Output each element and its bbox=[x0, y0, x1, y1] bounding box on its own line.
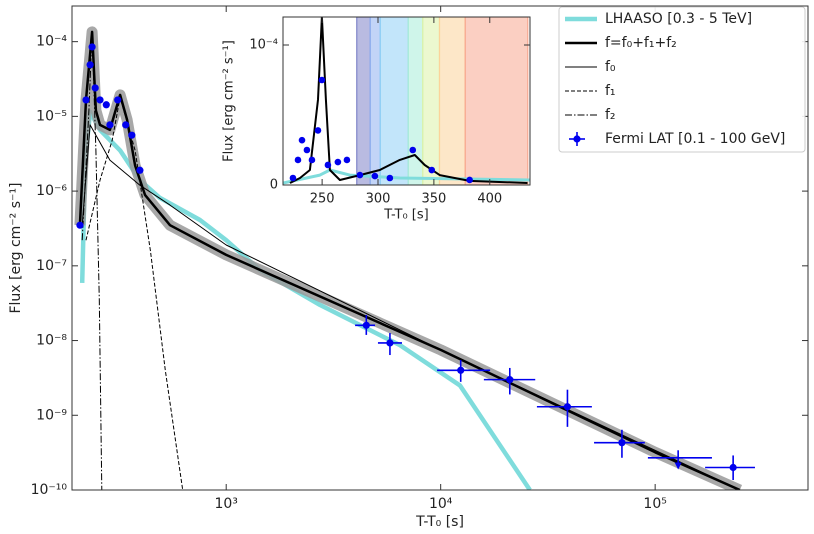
y-axis-label: Flux [erg cm⁻² s⁻¹] bbox=[222, 40, 237, 162]
y-tick-label: 10⁻¹⁰ bbox=[31, 482, 68, 498]
legend-label: Fermi LAT [0.1 - 100 GeV] bbox=[605, 131, 785, 147]
data-point bbox=[334, 158, 342, 166]
data-point bbox=[122, 121, 130, 129]
data-point bbox=[303, 146, 311, 154]
y-tick-label: 0 bbox=[270, 178, 278, 193]
data-point bbox=[289, 174, 297, 182]
data-point bbox=[318, 76, 326, 84]
data-point bbox=[506, 376, 514, 384]
data-point bbox=[563, 403, 572, 411]
data-point bbox=[128, 131, 136, 139]
x-tick-label: 10⁵ bbox=[643, 496, 666, 512]
x-axis-label: T-T₀ [s] bbox=[383, 208, 428, 223]
data-point bbox=[294, 156, 302, 164]
y-tick-label: 10⁻⁹ bbox=[36, 407, 67, 423]
legend: LHAASO [0.3 - 5 TeV] f=f₀+f₁+f₂ f₀ f₁ f₂ Ferm… bbox=[558, 6, 806, 153]
data-point bbox=[102, 101, 110, 109]
time-band bbox=[438, 17, 466, 185]
plot-area bbox=[283, 17, 530, 185]
time-band bbox=[369, 17, 381, 185]
x-tick-label: 10⁴ bbox=[429, 496, 453, 512]
data-point bbox=[91, 84, 99, 92]
legend-label: LHAASO [0.3 - 5 TeV] bbox=[605, 11, 752, 27]
time-band bbox=[356, 17, 371, 185]
data-point bbox=[298, 136, 306, 144]
time-band bbox=[422, 17, 441, 185]
y-tick-label: 10⁻⁶ bbox=[36, 183, 67, 199]
axes-frame bbox=[71, 5, 809, 491]
data-point bbox=[308, 156, 316, 164]
time-band bbox=[464, 17, 529, 185]
time-band bbox=[379, 17, 409, 185]
legend-label: f₀ bbox=[605, 59, 616, 75]
legend-label: f₁ bbox=[605, 83, 616, 99]
y-axis-label: Flux [erg cm⁻² s⁻¹] bbox=[8, 182, 24, 313]
data-point bbox=[362, 321, 370, 329]
data-point bbox=[114, 96, 122, 104]
inset-chart: 250 300 350 400 0 10⁻⁴ T-T₀ [s] Flux [erg cm⁻² … bbox=[222, 16, 531, 223]
x-tick-label: 350 bbox=[421, 192, 446, 207]
data-point bbox=[324, 161, 332, 169]
x-tick-label: 250 bbox=[310, 192, 335, 207]
data-point bbox=[356, 171, 364, 179]
legend-box bbox=[558, 6, 806, 153]
x-axis-label: T-T₀ [s] bbox=[415, 514, 464, 530]
data-point bbox=[343, 156, 351, 164]
y-tick-label: 10⁻⁵ bbox=[36, 108, 67, 124]
y-tick-label: 10⁻⁴ bbox=[249, 38, 278, 53]
data-point bbox=[386, 339, 394, 347]
plot-area bbox=[74, 26, 755, 490]
data-point bbox=[76, 221, 84, 229]
data-point bbox=[86, 61, 94, 69]
legend-swatch bbox=[573, 135, 581, 143]
data-point bbox=[314, 127, 322, 134]
data-point bbox=[618, 439, 626, 447]
legend-label: f=f₀+f₁+f₂ bbox=[605, 35, 677, 51]
model-line bbox=[81, 124, 741, 490]
x-tick-label: 10³ bbox=[214, 496, 237, 512]
legend-label: f₂ bbox=[605, 107, 616, 123]
data-point bbox=[371, 172, 379, 180]
data-point bbox=[96, 96, 104, 104]
data-point bbox=[88, 43, 96, 51]
x-tick-label: 300 bbox=[366, 192, 391, 207]
y-tick-label: 10⁻⁷ bbox=[36, 258, 67, 274]
x-tick-label: 400 bbox=[477, 192, 502, 207]
upper-limit-arrow bbox=[674, 462, 682, 470]
data-point bbox=[409, 146, 417, 154]
data-point bbox=[136, 166, 144, 174]
data-point bbox=[729, 463, 737, 472]
data-point bbox=[428, 166, 436, 174]
y-tick-label: 10⁻⁸ bbox=[36, 333, 67, 349]
axes-frame bbox=[282, 16, 531, 186]
data-point bbox=[457, 366, 465, 374]
y-tick-label: 10⁻⁴ bbox=[36, 34, 67, 50]
data-point bbox=[386, 174, 394, 182]
model-line bbox=[283, 168, 530, 185]
data-point bbox=[82, 96, 90, 104]
data-point bbox=[106, 121, 114, 129]
data-point bbox=[466, 176, 473, 184]
